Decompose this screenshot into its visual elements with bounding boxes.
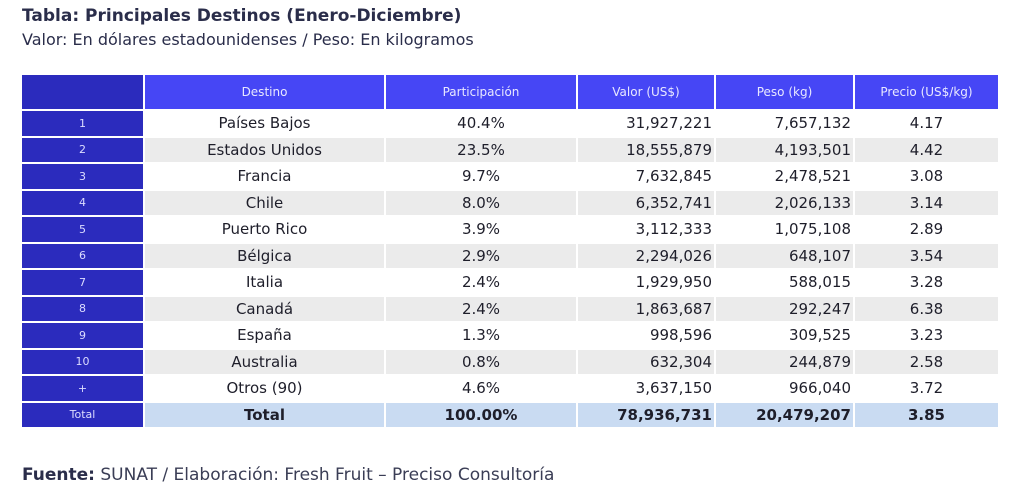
precio-cell: 3.54 [855, 243, 998, 268]
peso-cell: 648,107 [716, 243, 853, 268]
destino-cell: Bélgica [145, 243, 384, 268]
table-row: 5 Puerto Rico 3.9% 3,112,333 1,075,108 2.89 [22, 217, 998, 242]
table-row: 2 Estados Unidos 23.5% 18,555,879 4,193,501 4… [22, 137, 998, 162]
precio-cell: 3.28 [909, 273, 944, 292]
peso-cell: 1,075,108 [774, 220, 851, 239]
participacion-cell: 2.9% [386, 243, 576, 268]
header-row: Destino Participación Valor (US$) Peso (… [22, 75, 998, 109]
peso-cell: 20,479,207 [716, 402, 853, 427]
destino-cell: Chile [145, 190, 384, 215]
destino-cell: Puerto Rico [221, 220, 308, 239]
valor-cell: 3,637,150 [635, 379, 712, 398]
participacion-cell: 4.6% [461, 379, 501, 398]
row-index: 4 [22, 190, 143, 215]
table-row: 7 Italia 2.4% 1,929,950 588,015 3.28 [22, 270, 998, 295]
destinations-table: Destino Participación Valor (US$) Peso (… [20, 73, 1000, 429]
table-title: Tabla: Principales Destinos (Enero-Dicie… [22, 6, 462, 26]
table-row: 1 Países Bajos 40.4% 31,927,221 7,657,132 4.1… [22, 111, 998, 136]
precio-cell: 3.14 [855, 190, 998, 215]
peso-cell: 309,525 [788, 326, 851, 345]
row-index: 1 [22, 111, 143, 136]
participacion-cell: 8.0% [386, 190, 576, 215]
source-label: Fuente: [22, 465, 95, 485]
row-index: 7 [22, 270, 143, 295]
row-index: 3 [22, 164, 143, 189]
table-row: 6 Bélgica 2.9% 2,294,026 648,107 3.54 [22, 243, 998, 268]
participacion-cell: 40.4% [457, 114, 505, 133]
destino-cell: Otros (90) [226, 379, 303, 398]
table-row: 10 Australia 0.8% 632,304 244,879 2.58 [22, 349, 998, 374]
valor-cell: 31,927,221 [626, 114, 712, 133]
peso-cell: 7,657,132 [774, 114, 851, 133]
peso-cell: 4,193,501 [716, 137, 853, 162]
destino-cell: Estados Unidos [145, 137, 384, 162]
precio-cell: 3.08 [909, 167, 944, 186]
precio-cell: 2.89 [909, 220, 944, 239]
valor-cell: 7,632,845 [635, 167, 712, 186]
table-subtitle: Valor: En dólares estadounidenses / Peso… [22, 30, 474, 49]
precio-cell: 4.42 [855, 137, 998, 162]
valor-cell: 998,596 [649, 326, 712, 345]
valor-cell: 6,352,741 [578, 190, 714, 215]
table-row: 4 Chile 8.0% 6,352,741 2,026,133 3.14 [22, 190, 998, 215]
row-index: 5 [22, 217, 143, 242]
precio-cell: 3.85 [855, 402, 998, 427]
precio-cell: 2.58 [855, 349, 998, 374]
valor-cell: 18,555,879 [578, 137, 714, 162]
row-index: 9 [22, 323, 143, 348]
row-index: 2 [22, 137, 143, 162]
row-index: 6 [22, 243, 143, 268]
table-row: + Otros (90) 4.6% 3,637,150 966,040 3.72 [22, 376, 998, 401]
valor-cell: 632,304 [578, 349, 714, 374]
peso-cell: 2,478,521 [774, 167, 851, 186]
row-index: Total [22, 402, 143, 427]
peso-cell: 2,026,133 [716, 190, 853, 215]
destino-cell: Total [145, 402, 384, 427]
peso-cell: 588,015 [788, 273, 851, 292]
peso-cell: 244,879 [716, 349, 853, 374]
participacion-cell: 100.00% [386, 402, 576, 427]
destino-cell: Canadá [145, 296, 384, 321]
table-row: 9 España 1.3% 998,596 309,525 3.23 [22, 323, 998, 348]
row-index: 8 [22, 296, 143, 321]
valor-cell: 2,294,026 [578, 243, 714, 268]
participacion-cell: 0.8% [386, 349, 576, 374]
destino-cell: Francia [237, 167, 292, 186]
header-precio: Precio (US$/kg) [855, 75, 998, 109]
source-note: Fuente: SUNAT / Elaboración: Fresh Fruit… [22, 465, 554, 485]
participacion-cell: 1.3% [461, 326, 501, 345]
table-row: 8 Canadá 2.4% 1,863,687 292,247 6.38 [22, 296, 998, 321]
participacion-cell: 9.7% [461, 167, 501, 186]
header-peso: Peso (kg) [716, 75, 853, 109]
participacion-cell: 2.4% [461, 273, 501, 292]
peso-cell: 966,040 [788, 379, 851, 398]
valor-cell: 1,863,687 [578, 296, 714, 321]
peso-cell: 292,247 [716, 296, 853, 321]
total-row: Total Total 100.00% 78,936,731 20,479,207 3.8… [22, 402, 998, 427]
participacion-cell: 3.9% [461, 220, 501, 239]
precio-cell: 3.23 [909, 326, 944, 345]
participacion-cell: 2.4% [386, 296, 576, 321]
row-index: + [22, 376, 143, 401]
valor-cell: 1,929,950 [635, 273, 712, 292]
header-index [22, 75, 143, 109]
destino-cell: Australia [145, 349, 384, 374]
source-text: SUNAT / Elaboración: Fresh Fruit – Preci… [94, 465, 555, 485]
table-row: 3 Francia 9.7% 7,632,845 2,478,521 3.08 [22, 164, 998, 189]
participacion-cell: 23.5% [386, 137, 576, 162]
destino-cell: Italia [245, 273, 284, 292]
header-participacion: Participación [386, 75, 576, 109]
valor-cell: 78,936,731 [578, 402, 714, 427]
precio-cell: 4.17 [909, 114, 944, 133]
precio-cell: 6.38 [855, 296, 998, 321]
precio-cell: 3.72 [909, 379, 944, 398]
valor-cell: 3,112,333 [635, 220, 712, 239]
row-index: 10 [22, 349, 143, 374]
header-valor: Valor (US$) [578, 75, 714, 109]
destino-cell: España [237, 326, 292, 345]
header-destino: Destino [145, 75, 384, 109]
destino-cell: Países Bajos [218, 114, 311, 133]
